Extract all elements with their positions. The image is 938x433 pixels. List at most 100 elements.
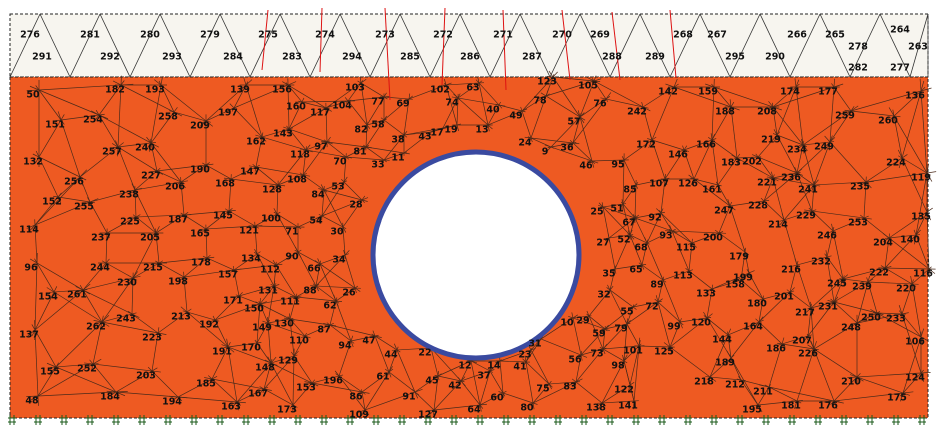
element-label: 65 bbox=[629, 265, 642, 276]
element-label: 151 bbox=[45, 120, 65, 131]
element-label: 63 bbox=[466, 83, 479, 94]
element-label: 149 bbox=[252, 323, 272, 334]
element-label: 115 bbox=[676, 243, 696, 254]
element-label: 255 bbox=[74, 202, 94, 213]
element-label: 109 bbox=[349, 410, 369, 421]
element-label: 58 bbox=[371, 120, 385, 131]
element-label: 158 bbox=[725, 280, 745, 291]
top-band bbox=[10, 14, 928, 77]
element-label: 103 bbox=[345, 83, 365, 94]
element-label: 192 bbox=[199, 320, 219, 331]
element-label: 184 bbox=[100, 392, 120, 403]
element-label: 57 bbox=[567, 117, 580, 128]
element-label: 204 bbox=[873, 238, 893, 249]
top-element-label: 267 bbox=[707, 30, 727, 41]
element-label: 80 bbox=[520, 403, 534, 414]
element-label: 143 bbox=[273, 129, 293, 140]
element-label: 234 bbox=[787, 145, 807, 156]
top-element-label: 275 bbox=[258, 30, 278, 41]
element-label: 23 bbox=[518, 350, 531, 361]
element-label: 41 bbox=[513, 362, 526, 373]
element-label: 102 bbox=[430, 85, 450, 96]
element-label: 200 bbox=[703, 233, 723, 244]
element-label: 22 bbox=[418, 348, 431, 359]
element-label: 232 bbox=[811, 257, 831, 268]
element-label: 64 bbox=[467, 405, 481, 416]
element-label: 87 bbox=[317, 325, 330, 336]
element-label: 243 bbox=[116, 314, 136, 325]
element-label: 203 bbox=[136, 371, 156, 382]
element-label: 144 bbox=[712, 335, 732, 346]
element-label: 213 bbox=[171, 312, 191, 323]
element-label: 135 bbox=[911, 212, 931, 223]
hole bbox=[373, 152, 579, 358]
top-element-label: 271 bbox=[493, 30, 513, 41]
element-label: 254 bbox=[83, 115, 103, 126]
element-label: 249 bbox=[814, 142, 834, 153]
element-label: 131 bbox=[258, 286, 278, 297]
element-label: 195 bbox=[742, 405, 762, 416]
element-label: 24 bbox=[518, 138, 532, 149]
element-label: 70 bbox=[333, 157, 347, 168]
element-label: 83 bbox=[563, 382, 576, 393]
element-label: 27 bbox=[596, 238, 609, 249]
element-label: 121 bbox=[239, 226, 259, 237]
element-label: 201 bbox=[774, 292, 794, 303]
element-label: 94 bbox=[338, 341, 352, 352]
element-label: 180 bbox=[747, 299, 767, 310]
element-label: 183 bbox=[721, 158, 741, 169]
top-element-label: 294 bbox=[342, 52, 362, 63]
element-label: 142 bbox=[658, 87, 678, 98]
element-label: 98 bbox=[611, 361, 625, 372]
element-label: 228 bbox=[748, 201, 768, 212]
element-label: 166 bbox=[696, 140, 716, 151]
element-label: 10 bbox=[560, 318, 574, 329]
element-label: 42 bbox=[448, 381, 461, 392]
element-label: 160 bbox=[286, 102, 306, 113]
element-label: 214 bbox=[768, 220, 788, 231]
element-label: 13 bbox=[475, 125, 488, 136]
element-label: 138 bbox=[586, 403, 606, 414]
element-label: 35 bbox=[602, 269, 615, 280]
element-label: 90 bbox=[285, 252, 299, 263]
top-element-label: 268 bbox=[673, 30, 693, 41]
element-label: 125 bbox=[654, 347, 674, 358]
element-label: 165 bbox=[190, 229, 210, 240]
element-label: 68 bbox=[634, 243, 648, 254]
element-label: 240 bbox=[135, 143, 155, 154]
element-label: 141 bbox=[618, 401, 638, 412]
element-label: 108 bbox=[287, 175, 307, 186]
element-label: 47 bbox=[362, 336, 375, 347]
element-label: 217 bbox=[795, 308, 815, 319]
element-label: 170 bbox=[241, 343, 261, 354]
element-label: 127 bbox=[418, 410, 438, 421]
element-label: 262 bbox=[86, 322, 106, 333]
element-label: 196 bbox=[323, 376, 343, 387]
element-label: 91 bbox=[402, 392, 415, 403]
top-element-label: 286 bbox=[460, 52, 480, 63]
element-label: 129 bbox=[278, 356, 298, 367]
element-label: 33 bbox=[371, 160, 384, 171]
top-element-label: 295 bbox=[725, 52, 745, 63]
element-label: 11 bbox=[391, 153, 404, 164]
element-label: 60 bbox=[490, 393, 504, 404]
element-label: 230 bbox=[117, 278, 137, 289]
element-label: 105 bbox=[578, 81, 598, 92]
element-label: 236 bbox=[781, 173, 801, 184]
element-label: 150 bbox=[244, 304, 264, 315]
element-label: 110 bbox=[289, 336, 309, 347]
element-label: 218 bbox=[694, 377, 714, 388]
element-label: 74 bbox=[445, 98, 459, 109]
element-label: 76 bbox=[593, 99, 607, 110]
element-label: 75 bbox=[536, 384, 549, 395]
fem-mesh: 2762912812922802932792842752832742942732… bbox=[0, 0, 938, 429]
element-label: 38 bbox=[391, 135, 405, 146]
element-label: 95 bbox=[611, 160, 624, 171]
element-label: 181 bbox=[781, 401, 801, 412]
element-label: 191 bbox=[212, 347, 232, 358]
element-label: 62 bbox=[323, 301, 336, 312]
element-label: 175 bbox=[887, 393, 907, 404]
element-label: 84 bbox=[311, 190, 325, 201]
element-label: 202 bbox=[742, 157, 762, 168]
element-label: 122 bbox=[614, 385, 634, 396]
